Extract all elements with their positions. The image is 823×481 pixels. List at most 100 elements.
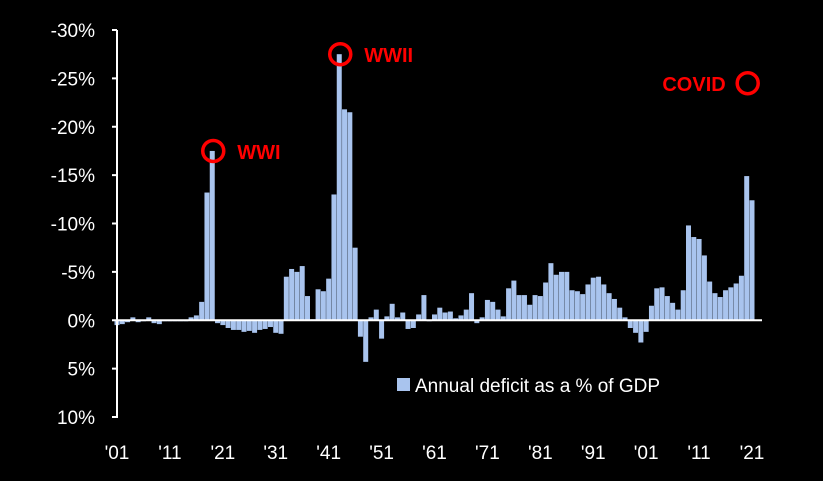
- x-tick-label: '01: [634, 443, 659, 464]
- bar: [252, 320, 258, 333]
- bar: [627, 320, 633, 328]
- bar: [373, 309, 379, 321]
- bar: [273, 320, 279, 333]
- bar: [410, 320, 416, 328]
- bar: [394, 317, 400, 321]
- bar: [596, 276, 602, 321]
- bar: [225, 320, 231, 328]
- y-tick-label: -25%: [51, 69, 95, 90]
- bar: [500, 316, 506, 321]
- bar: [479, 317, 485, 321]
- annotation-circle: [201, 138, 226, 164]
- bar: [246, 320, 252, 331]
- bar: [484, 299, 490, 321]
- bar: [516, 295, 522, 321]
- bar: [447, 311, 453, 321]
- bar: [648, 305, 654, 321]
- bar: [559, 271, 564, 321]
- annotation-label: WWI: [237, 142, 280, 164]
- annotation-label: COVID: [662, 74, 725, 96]
- bar: [728, 287, 734, 321]
- bar: [580, 294, 586, 321]
- bar: [326, 278, 332, 321]
- bar: [553, 274, 559, 321]
- annotation-circle: [735, 70, 760, 96]
- bar: [199, 301, 205, 321]
- x-tick-label: '11: [687, 443, 710, 464]
- y-tick-label: 0%: [68, 311, 96, 332]
- bar: [458, 315, 464, 321]
- x-tick-label: '41: [316, 443, 341, 464]
- bar: [521, 295, 527, 321]
- bar: [257, 320, 263, 330]
- bar: [707, 281, 713, 321]
- bar: [701, 255, 707, 321]
- bar: [119, 320, 125, 325]
- x-tick-label: '01: [105, 443, 130, 464]
- x-tick-label: '51: [369, 443, 394, 464]
- bar: [262, 320, 268, 329]
- bar: [474, 320, 480, 324]
- x-tick-label: '11: [158, 443, 181, 464]
- y-axis-tick-labels: -30% -25% -20% -15% -10% -5% 0% 5% 10%: [51, 21, 95, 429]
- y-tick-label: -5%: [61, 263, 95, 284]
- bar: [664, 296, 670, 321]
- bar: [209, 150, 215, 321]
- bar: [744, 176, 750, 321]
- bar: [188, 317, 194, 321]
- bar: [305, 296, 310, 321]
- legend: Annual deficit as a % of GDP: [397, 376, 660, 397]
- bar: [532, 295, 538, 321]
- bar: [490, 301, 496, 321]
- bar: [368, 317, 374, 321]
- y-tick-label: -20%: [51, 118, 95, 139]
- bar: [633, 320, 639, 333]
- bar: [241, 320, 247, 332]
- bar: [654, 288, 660, 321]
- bar: [617, 307, 623, 321]
- bar: [416, 314, 422, 321]
- y-tick-label: 10%: [57, 408, 95, 429]
- bar: [352, 247, 358, 321]
- bar: [506, 288, 512, 321]
- bar: [463, 309, 469, 321]
- bar: [389, 303, 395, 321]
- bar: [204, 192, 210, 321]
- bar: [564, 271, 570, 321]
- bar: [569, 290, 575, 321]
- bar: [320, 291, 326, 321]
- bar: [606, 293, 612, 321]
- bar: [331, 194, 337, 321]
- bar: [585, 284, 591, 321]
- x-tick-label: '61: [422, 443, 447, 464]
- bar: [548, 263, 554, 321]
- bar: [299, 266, 305, 321]
- y-tick-label: -15%: [51, 166, 95, 187]
- bar: [469, 293, 475, 321]
- bar: [384, 316, 390, 321]
- bar: [670, 302, 676, 321]
- bar: [336, 54, 342, 321]
- bar: [712, 293, 718, 321]
- bar: [717, 297, 723, 321]
- bar: [267, 320, 273, 328]
- bar: [342, 109, 348, 321]
- bar: [156, 320, 162, 325]
- bar: [622, 317, 628, 321]
- bar: [643, 320, 649, 332]
- bar: [659, 287, 665, 321]
- bar: [696, 238, 702, 321]
- bar: [315, 289, 321, 321]
- bar: [151, 320, 157, 324]
- bar: [347, 112, 353, 321]
- bar: [749, 200, 755, 321]
- annotations: WWI WWII COVID: [201, 41, 760, 164]
- bar: [236, 320, 242, 330]
- bar: [278, 320, 284, 334]
- bar: [495, 309, 501, 321]
- bar: [146, 317, 152, 321]
- legend-label: Annual deficit as a % of GDP: [415, 376, 660, 397]
- bar: [680, 290, 686, 321]
- axes: [112, 29, 762, 418]
